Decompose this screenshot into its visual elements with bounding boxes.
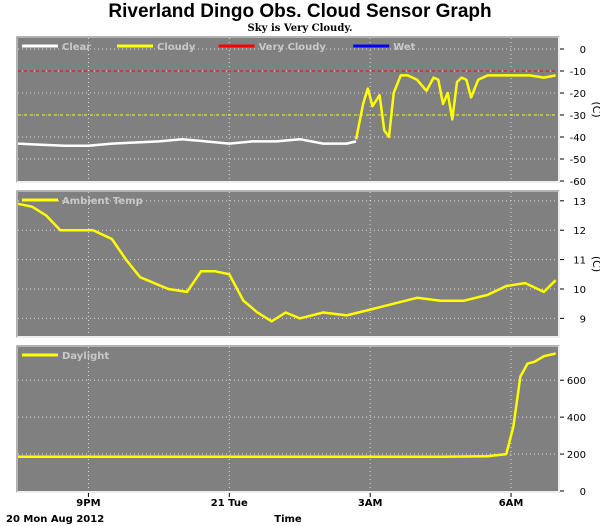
cloud-legend-label-1: Cloudy <box>157 42 196 53</box>
daylight-ytick-label-1: 400 <box>567 413 586 424</box>
daylight-plot-area <box>18 347 558 491</box>
cloud-ytick-label-3: -30 <box>570 111 586 122</box>
ambient-ytick-label-3: 10 <box>573 285 586 296</box>
cloud-ytick-label-2: -20 <box>570 89 586 100</box>
x-tick-label-3: 6AM <box>499 498 524 509</box>
x-tick-label-1: 21 Tue <box>211 498 248 509</box>
footer-date: 20 Mon Aug 2012 <box>6 514 104 525</box>
cloud-legend-label-2: Very Cloudy <box>259 42 327 53</box>
sky-status: Sky is Very Cloudy. <box>247 23 353 34</box>
cloud-y-unit: (C) <box>590 101 600 117</box>
daylight-ytick-label-0: 600 <box>567 376 586 387</box>
cloud-series-cloudy <box>354 74 556 140</box>
x-tick-label-0: 9PM <box>76 498 100 509</box>
cloud-ytick-label-6: -60 <box>570 177 586 188</box>
daylight-ytick-label-2: 200 <box>567 450 586 461</box>
ambient-plot-area <box>18 192 558 336</box>
cloud-ytick-label-4: -40 <box>570 133 586 144</box>
x-axis-label: Time <box>274 514 302 525</box>
ambient-ytick-label-1: 12 <box>573 226 586 237</box>
ambient-y-unit: (C) <box>590 256 600 272</box>
daylight-legend-label-0: Daylight <box>62 351 109 362</box>
cloud-ytick-label-0: 0 <box>580 45 586 56</box>
x-tick-label-2: 3AM <box>358 498 383 509</box>
ambient-series-ambient-temp <box>17 202 557 323</box>
cloud-plot-area <box>18 38 558 181</box>
cloud-ytick-label-1: -10 <box>570 67 586 78</box>
ambient-ytick-label-0: 13 <box>573 197 586 208</box>
cloud-legend-label-0: Clear <box>62 42 91 53</box>
ambient-legend-label-0: Ambient Temp <box>62 196 143 207</box>
ambient-ytick-label-2: 11 <box>573 256 586 267</box>
cloud-legend-label-3: Wet <box>393 42 415 53</box>
ambient-ytick-label-4: 9 <box>580 314 586 325</box>
cloud-ytick-label-5: -50 <box>570 155 586 166</box>
daylight-ytick-label-3: 0 <box>580 487 586 498</box>
cloud-series-clear <box>17 137 357 148</box>
chart-title: Riverland Dingo Obs. Cloud Sensor Graph <box>108 1 492 22</box>
daylight-series-daylight <box>18 352 556 459</box>
